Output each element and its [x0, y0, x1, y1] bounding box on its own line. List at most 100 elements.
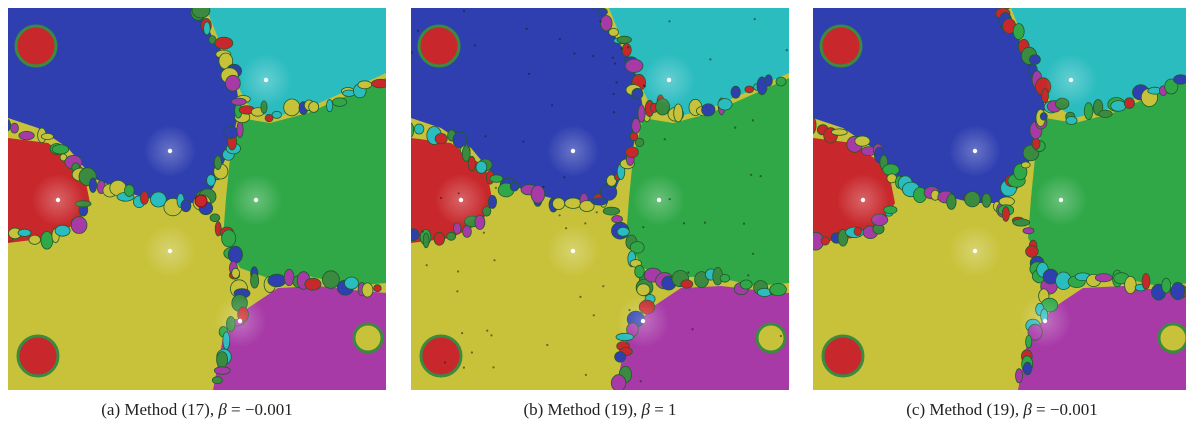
- boundary-bead: [70, 216, 88, 234]
- noise-speck: [642, 226, 645, 229]
- boundary-bead: [1039, 112, 1048, 121]
- boundary-bead: [283, 98, 301, 117]
- noise-speck: [612, 111, 616, 114]
- noise-speck: [614, 62, 617, 65]
- root-marker: [458, 197, 464, 203]
- boundary-bead: [231, 267, 240, 279]
- root-marker: [55, 197, 61, 203]
- boundary-bead: [744, 85, 754, 94]
- root-marker: [1042, 318, 1048, 324]
- root-marker: [656, 197, 662, 203]
- boundary-bead: [139, 191, 149, 205]
- noise-speck: [750, 173, 753, 176]
- boundary-bead: [209, 213, 221, 223]
- noise-speck: [470, 351, 473, 354]
- boundary-bead: [1001, 206, 1010, 222]
- boundary-bead: [1098, 109, 1113, 118]
- boundary-bead: [40, 231, 54, 250]
- boundary-bead: [629, 241, 645, 254]
- boundary-bead: [411, 228, 420, 242]
- green-basin: [1028, 80, 1186, 286]
- boundary-bead: [213, 366, 231, 375]
- green-basin: [223, 78, 386, 286]
- boundary-bead: [1083, 102, 1094, 120]
- boundary-bead: [227, 245, 243, 264]
- boundary-bead: [222, 126, 239, 139]
- boundary-bead: [434, 133, 448, 145]
- basin-plot-b-svg: [411, 8, 789, 390]
- noise-speck: [628, 308, 631, 312]
- boundary-bead: [225, 74, 241, 92]
- boundary-bead: [1022, 361, 1033, 376]
- boundary-bead: [564, 197, 582, 209]
- noise-speck: [522, 140, 525, 143]
- caption-a-symbol: β: [218, 400, 227, 419]
- noise-speck: [615, 81, 618, 84]
- noise-speck: [753, 18, 756, 21]
- noise-speck: [563, 176, 566, 179]
- boundary-bead: [326, 99, 334, 113]
- boundary-bead: [203, 21, 211, 36]
- boundary-bead: [452, 131, 468, 149]
- boundary-bead: [332, 97, 348, 107]
- boundary-bead: [631, 87, 644, 100]
- boundary-bead: [680, 279, 694, 289]
- noise-speck: [691, 328, 694, 331]
- caption-c: (c) Method (19), β = −0.001: [813, 400, 1186, 420]
- boundary-bead: [371, 78, 386, 89]
- noise-speck: [558, 38, 561, 41]
- root-marker: [167, 248, 173, 254]
- boundary-bead: [636, 283, 651, 297]
- noise-speck: [416, 29, 419, 32]
- noise-speck: [595, 211, 598, 214]
- noise-speck: [411, 51, 413, 54]
- noise-speck: [627, 46, 630, 49]
- boundary-bead: [1094, 273, 1113, 283]
- noise-speck: [747, 274, 750, 277]
- noise-speck: [462, 366, 465, 369]
- noise-speck: [751, 119, 754, 122]
- noise-speck: [457, 270, 460, 273]
- noise-speck: [579, 295, 582, 298]
- noise-speck: [785, 49, 788, 52]
- boundary-bead: [216, 351, 229, 369]
- boundary-bead: [51, 144, 70, 155]
- noise-speck: [565, 227, 568, 230]
- boundary-bead: [475, 160, 488, 174]
- boundary-bead: [124, 184, 135, 197]
- satellite-basin: [1157, 322, 1186, 354]
- noise-speck: [611, 56, 614, 59]
- boundary-bead: [597, 8, 608, 16]
- boundary-bead: [214, 36, 234, 50]
- boundary-bead: [10, 122, 19, 134]
- caption-b: (b) Method (19), β = 1: [411, 400, 789, 420]
- noise-speck: [425, 264, 428, 267]
- satellite-basin: [16, 334, 60, 378]
- noise-speck: [602, 285, 605, 288]
- noise-speck: [439, 196, 443, 200]
- noise-speck: [620, 47, 623, 50]
- boundary-bead: [614, 351, 627, 363]
- basin-plot-a-svg: [8, 8, 386, 390]
- noise-speck: [546, 343, 549, 347]
- boundary-bead: [28, 234, 41, 245]
- noise-speck: [584, 222, 587, 225]
- boundary-bead: [1161, 277, 1172, 294]
- satellite-basin: [821, 334, 865, 378]
- noise-speck: [592, 314, 595, 317]
- boundary-bead: [1028, 54, 1041, 65]
- noise-speck: [542, 185, 545, 189]
- root-marker: [253, 197, 259, 203]
- root-marker: [972, 248, 978, 254]
- noise-speck: [592, 54, 595, 58]
- basin-plot-c: [813, 8, 1186, 390]
- root-marker: [263, 77, 269, 83]
- green-basin: [626, 78, 789, 286]
- boundary-bead: [621, 43, 632, 57]
- boundary-bead: [413, 123, 425, 135]
- boundary-bead: [673, 103, 684, 123]
- boundary-bead: [775, 76, 787, 87]
- boundary-bead: [831, 128, 848, 136]
- noise-speck: [456, 290, 459, 293]
- noise-speck: [752, 252, 755, 255]
